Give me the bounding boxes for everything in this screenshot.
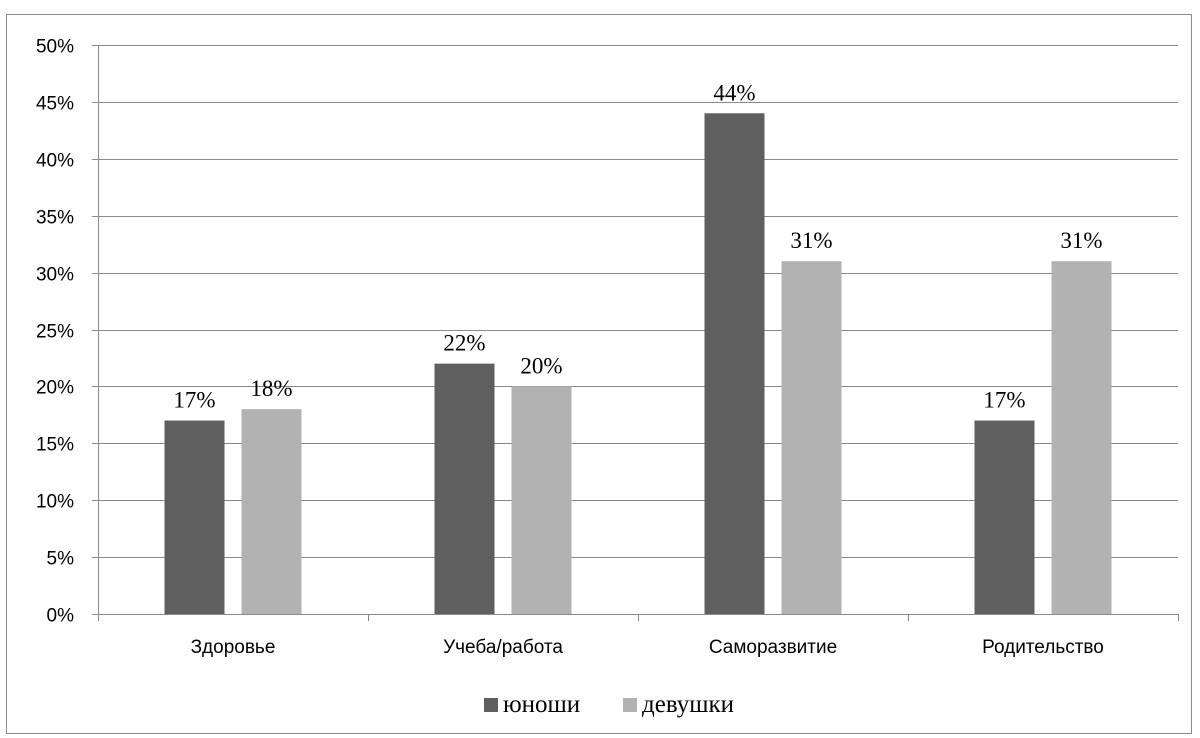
- data-label: 22%: [443, 331, 485, 356]
- data-label: 31%: [790, 228, 832, 253]
- y-tick-label: 30%: [36, 265, 74, 286]
- data-label: 31%: [1060, 228, 1102, 253]
- bar-юноши: [704, 113, 765, 614]
- x-category-label: Учеба/работа: [443, 637, 563, 658]
- legend-swatch-юноши: [484, 698, 498, 712]
- bar-девушки: [511, 386, 572, 614]
- y-tick-label: 50%: [36, 37, 74, 58]
- x-axis-categories: Здоровье Учеба/работа Саморазвитие Родитель…: [191, 637, 1104, 658]
- bar-юноши: [434, 363, 495, 614]
- bar-девушки: [241, 409, 302, 614]
- data-label: 18%: [250, 376, 292, 401]
- data-label: 17%: [983, 388, 1025, 413]
- y-tick-label: 35%: [36, 208, 74, 229]
- x-category-label: Здоровье: [191, 637, 276, 658]
- y-tick-label: 0%: [47, 606, 75, 627]
- y-tick-label: 25%: [36, 322, 74, 343]
- data-label: 17%: [173, 388, 215, 413]
- bar-девушки: [781, 261, 842, 614]
- x-category-label: Саморазвитие: [709, 637, 837, 658]
- bar-девушки: [1051, 261, 1112, 614]
- bar-юноши: [164, 420, 225, 614]
- data-labels: 17% 18% 22% 20% 44% 31% 17% 31%: [173, 80, 1102, 412]
- y-tick-label: 40%: [36, 151, 74, 172]
- y-tick-label: 20%: [36, 378, 74, 399]
- legend-label: девушки: [642, 691, 734, 718]
- bar-юноши: [974, 420, 1035, 614]
- y-tick-label: 45%: [36, 94, 74, 115]
- y-tick-label: 15%: [36, 435, 74, 456]
- legend-label: юноши: [503, 691, 580, 718]
- legend-swatch-девушки: [623, 698, 637, 712]
- y-axis-ticks: 0% 5% 10% 15% 20% 25% 30% 35% 40% 45% 50%: [36, 37, 99, 627]
- x-axis: [98, 614, 1179, 621]
- legend: юноши девушки: [484, 691, 734, 718]
- bars: [164, 113, 1112, 614]
- y-tick-label: 10%: [36, 492, 74, 513]
- data-label: 44%: [713, 80, 755, 105]
- x-category-label: Родительство: [982, 637, 1104, 658]
- data-label: 20%: [520, 353, 562, 378]
- y-tick-label: 5%: [47, 549, 75, 570]
